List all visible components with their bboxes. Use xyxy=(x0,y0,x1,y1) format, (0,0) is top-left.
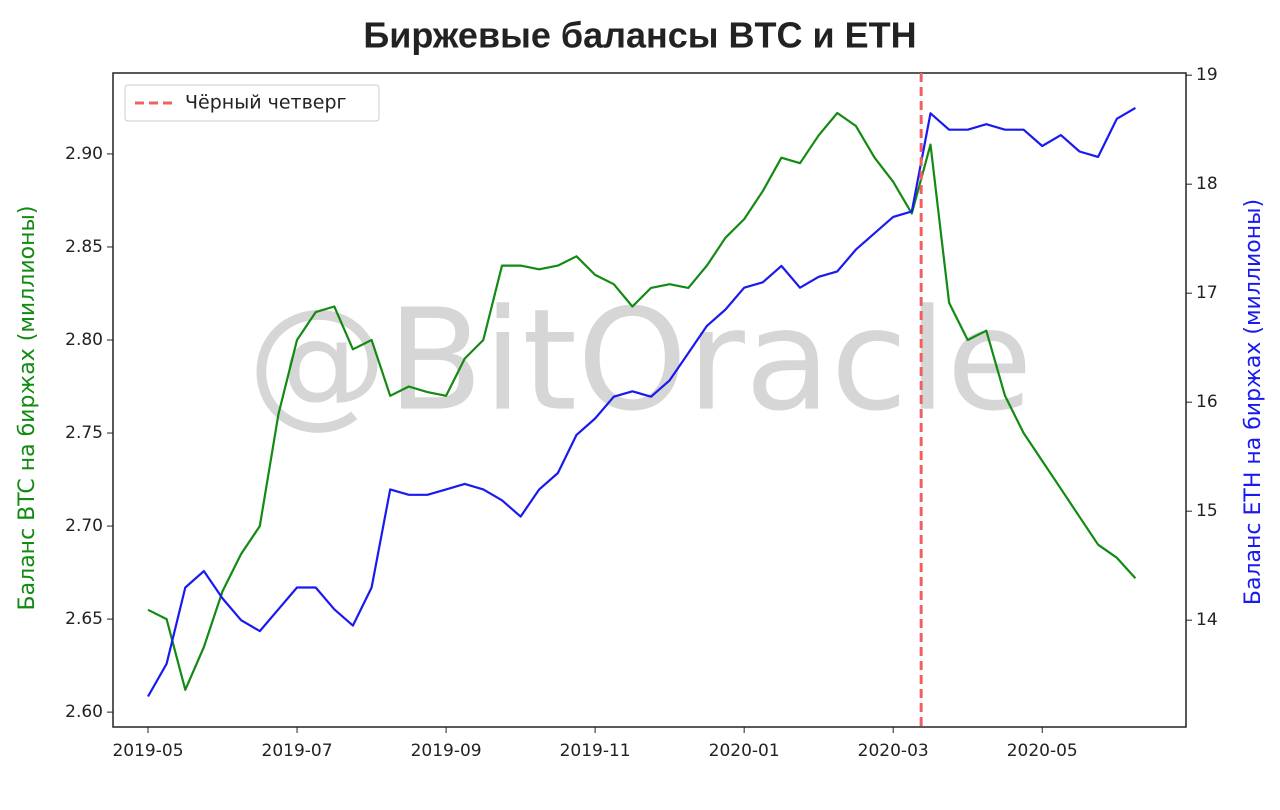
y2-tick-label: 15 xyxy=(1196,501,1218,521)
y-tick-label: 2.85 xyxy=(65,237,103,257)
x-tick-label: 2020-05 xyxy=(1007,741,1078,761)
x-tick-label: 2019-09 xyxy=(411,741,482,761)
y-tick-label: 2.75 xyxy=(65,423,103,443)
y-tick-label: 2.65 xyxy=(65,609,103,629)
series-line xyxy=(147,111,1137,691)
y-tick-label: 2.60 xyxy=(65,702,103,722)
x-tick-label: 2020-01 xyxy=(709,741,780,761)
series-line xyxy=(147,106,1136,698)
x-tick-label: 2020-03 xyxy=(858,741,929,761)
y2-tick-label: 14 xyxy=(1196,610,1218,630)
y-tick-label: 2.90 xyxy=(65,144,103,164)
watermark: @BitOracle xyxy=(247,280,1032,443)
legend-box xyxy=(124,84,380,122)
legend-label: Чёрный четверг xyxy=(185,92,347,114)
y-tick-label: 2.80 xyxy=(65,330,103,350)
y-tick-label: 2.70 xyxy=(65,516,103,536)
x-tick-label: 2019-07 xyxy=(262,741,333,761)
x-tick-label: 2019-11 xyxy=(560,741,631,761)
y2-tick-label: 18 xyxy=(1196,174,1218,194)
y2-tick-label: 17 xyxy=(1196,283,1218,303)
chart-title: Биржевые балансы BTC и ETH xyxy=(363,15,916,56)
plot-frame xyxy=(112,72,1187,728)
y2-tick-label: 19 xyxy=(1196,65,1218,85)
y-axis-label: Баланс BTC на биржах (миллионы) xyxy=(15,206,40,611)
y2-tick-label: 16 xyxy=(1196,392,1218,412)
x-tick-label: 2019-05 xyxy=(112,741,183,761)
y2-axis-label: Баланс ETH на биржах (миллионы) xyxy=(1241,199,1266,605)
